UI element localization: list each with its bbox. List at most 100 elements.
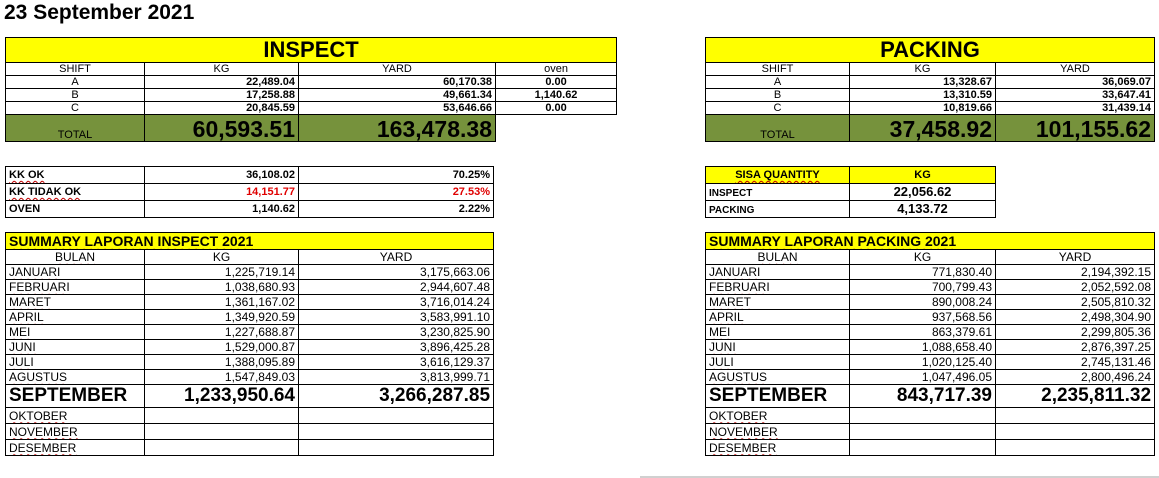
month-kg <box>849 407 996 424</box>
month-name: DESEMBER <box>705 439 850 456</box>
table-row: JANUARI 771,830.40 2,194,392.15 <box>705 264 1156 280</box>
month-name: JANUARI <box>705 264 850 280</box>
month-yard: 3,583,991.10 <box>297 309 495 325</box>
table-row: INSPECT 22,056.62 <box>705 183 996 201</box>
month-kg: 1,020,125.40 <box>849 354 996 370</box>
month-yard <box>297 423 495 440</box>
table-row: OKTOBER <box>5 407 495 424</box>
month-kg: 863,379.61 <box>849 324 996 340</box>
yard-cell: 60,170.38 <box>298 75 496 89</box>
empty-cell <box>496 115 617 142</box>
month-name: SEPTEMBER <box>705 384 850 408</box>
month-kg: 1,225,719.14 <box>144 264 299 280</box>
sisa-label: PACKING <box>705 200 850 218</box>
table-row: DESEMBER <box>705 439 1156 456</box>
table-row: A 13,328.67 36,069.07 <box>705 75 1155 89</box>
kk-pct: 2.22% <box>298 200 494 218</box>
col-kg: KG <box>849 249 996 265</box>
shift-cell: C <box>705 101 850 115</box>
month-name: JANUARI <box>5 264 145 280</box>
month-yard <box>297 439 495 456</box>
month-name: JUNI <box>705 339 850 355</box>
month-name: AGUSTUS <box>5 369 145 385</box>
col-yard: YARD <box>297 249 495 265</box>
month-yard: 2,745,131.46 <box>994 354 1156 370</box>
kk-label: OVEN <box>5 200 145 218</box>
month-kg: 1,227,688.87 <box>144 324 299 340</box>
packing-shift-table: PACKING SHIFT KG YARD A 13,328.67 36,069… <box>705 37 1155 142</box>
month-yard: 2,299,805.36 <box>994 324 1156 340</box>
sisa-kg: 4,133.72 <box>849 200 996 218</box>
kk-label: KK OK <box>5 166 145 184</box>
total-kg: 37,458.92 <box>849 114 996 142</box>
month-name: FEBRUARI <box>705 279 850 295</box>
month-name: OKTOBER <box>705 407 850 424</box>
month-kg: 890,008.24 <box>849 294 996 310</box>
kk-pct: 27.53% <box>298 183 494 201</box>
table-row: KK TIDAK OK 14,151.77 27.53% <box>5 183 494 201</box>
month-yard: 3,230,825.90 <box>297 324 495 340</box>
month-yard: 2,876,397.25 <box>994 339 1156 355</box>
table-row: KK OK 36,108.02 70.25% <box>5 166 494 184</box>
month-yard <box>994 423 1156 440</box>
table-row: AGUSTUS 1,547,849.03 3,813,999.71 <box>5 369 495 385</box>
total-kg: 60,593.51 <box>144 114 299 142</box>
month-yard: 3,175,663.06 <box>297 264 495 280</box>
table-row: JULI 1,020,125.40 2,745,131.46 <box>705 354 1156 370</box>
month-name: MEI <box>5 324 145 340</box>
total-yard: 163,478.38 <box>298 114 496 142</box>
month-yard: 3,616,129.37 <box>297 354 495 370</box>
kk-kg: 1,140.62 <box>144 200 299 218</box>
summary-inspect-table: SUMMARY LAPORAN INSPECT 2021 BULAN KG YA… <box>4 232 495 456</box>
month-yard: 3,813,999.71 <box>297 369 495 385</box>
col-yard: YARD <box>298 62 496 76</box>
kk-label: KK TIDAK OK <box>5 183 145 201</box>
sisa-quantity-table: SISA QUANTITY KG INSPECT 22,056.62 PACKI… <box>705 166 996 218</box>
table-row: A 22,489.04 60,170.38 0.00 <box>5 75 618 89</box>
col-kg: KG <box>144 62 299 76</box>
month-kg <box>849 439 996 456</box>
report-date-title: 23 September 2021 <box>4 1 195 24</box>
kg-cell: 22,489.04 <box>144 75 299 89</box>
month-kg: 937,568.56 <box>849 309 996 325</box>
total-label: TOTAL <box>705 114 850 142</box>
table-row: APRIL 937,568.56 2,498,304.90 <box>705 309 1156 325</box>
month-yard <box>297 407 495 424</box>
month-yard: 3,266,287.85 <box>297 384 495 408</box>
col-bulan: BULAN <box>5 249 145 265</box>
kg-cell: 20,845.59 <box>144 101 299 115</box>
month-kg: 1,349,920.59 <box>144 309 299 325</box>
month-name: NOVEMBER <box>5 423 145 440</box>
month-kg <box>144 439 299 456</box>
inspect-shift-table: INSPECT SHIFT KG YARD oven A 22,489.04 6… <box>4 37 618 142</box>
shift-cell: B <box>5 88 145 102</box>
month-yard: 2,944,607.48 <box>297 279 495 295</box>
table-row: B 13,310.59 33,647.41 <box>705 88 1155 102</box>
month-name: MARET <box>5 294 145 310</box>
month-yard <box>994 439 1156 456</box>
month-kg <box>144 407 299 424</box>
col-oven: oven <box>494 62 618 76</box>
packing-header: PACKING <box>705 37 1155 63</box>
month-name: MARET <box>705 294 850 310</box>
month-yard: 2,235,811.32 <box>994 384 1156 408</box>
month-kg: 700,799.43 <box>849 279 996 295</box>
month-kg <box>849 423 996 440</box>
month-name: NOVEMBER <box>705 423 850 440</box>
table-row: JANUARI 1,225,719.14 3,175,663.06 <box>5 264 495 280</box>
table-row: JUNI 1,529,000.87 3,896,425.28 <box>5 339 495 355</box>
yard-cell: 53,646.66 <box>298 101 496 115</box>
table-row: FEBRUARI 700,799.43 2,052,592.08 <box>705 279 1156 295</box>
col-kg: KG <box>144 249 299 265</box>
table-row: OVEN 1,140.62 2.22% <box>5 200 494 218</box>
month-name: JUNI <box>5 339 145 355</box>
table-row: MARET 890,008.24 2,505,810.32 <box>705 294 1156 310</box>
yard-cell: 31,439.14 <box>995 101 1155 115</box>
summary-packing-title: SUMMARY LAPORAN PACKING 2021 <box>704 232 1156 250</box>
oven-cell: 0.00 <box>494 75 618 89</box>
table-row: MEI 1,227,688.87 3,230,825.90 <box>5 324 495 340</box>
yard-cell: 36,069.07 <box>995 75 1155 89</box>
sisa-header-kg: KG <box>849 166 996 184</box>
sisa-label: INSPECT <box>705 183 850 201</box>
shift-cell: A <box>705 75 850 89</box>
